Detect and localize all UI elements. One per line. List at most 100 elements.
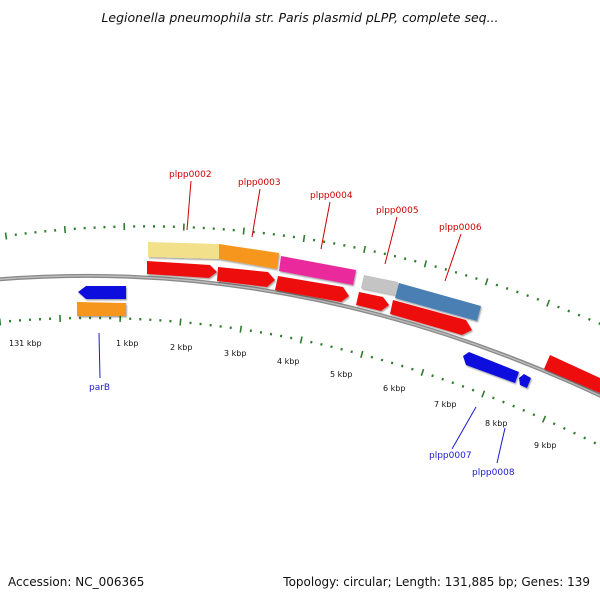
tick-label: 131 kbp (9, 339, 42, 348)
gene-callout-line (451, 406, 477, 450)
major-tick (541, 415, 547, 423)
cds-arrow-minus[interactable] (519, 374, 531, 388)
minor-tick (512, 404, 515, 408)
gene-label-plpp0002[interactable]: plpp0002 (169, 170, 212, 180)
tick-label: 9 kbp (534, 441, 556, 450)
major-tick (360, 350, 364, 358)
minor-tick (536, 297, 540, 301)
minor-tick (441, 377, 445, 381)
minor-tick (562, 426, 566, 430)
minor-tick (461, 384, 465, 388)
minor-tick (320, 343, 323, 346)
cds-arrow-minus[interactable] (78, 286, 126, 299)
minor-tick (577, 313, 581, 317)
gene-label-plpp0004[interactable]: plpp0004 (310, 191, 353, 201)
minor-tick (390, 361, 394, 365)
minor-tick (583, 436, 587, 440)
tick-label: 6 kbp (383, 384, 405, 393)
major-tick (299, 336, 303, 344)
major-tick (4, 232, 8, 240)
minor-tick (532, 413, 536, 417)
cog-feature[interactable] (395, 283, 481, 321)
minor-tick (403, 257, 407, 261)
minor-tick (567, 309, 571, 313)
gene-label-plpp0003[interactable]: plpp0003 (238, 178, 281, 188)
major-tick (481, 390, 486, 398)
tick-label: 2 kbp (170, 343, 192, 352)
minor-tick (411, 367, 414, 371)
cog-feature[interactable] (219, 244, 279, 269)
minor-tick (573, 431, 576, 435)
minor-tick (431, 374, 434, 378)
cds-arrow-plus[interactable] (147, 261, 217, 278)
major-tick (363, 245, 367, 254)
major-tick (302, 234, 306, 243)
minor-tick (310, 340, 313, 344)
cog-feature[interactable] (279, 256, 356, 285)
major-tick (420, 368, 425, 376)
minor-tick (526, 294, 529, 298)
cds-arrow-plus[interactable] (356, 292, 389, 311)
gene-callout-line (496, 427, 506, 464)
cds-arrow-plus[interactable] (390, 300, 472, 335)
major-tick (423, 260, 428, 268)
minor-tick (522, 408, 526, 412)
major-tick (239, 325, 243, 333)
accession-text: Accession: NC_006365 (8, 575, 145, 589)
minor-tick (393, 254, 397, 258)
minor-tick (593, 441, 597, 445)
gene-label-plpp0008[interactable]: plpp0008 (472, 468, 515, 478)
gene-label-plpp0005[interactable]: plpp0005 (376, 206, 419, 216)
outer-tick-ring (4, 223, 600, 326)
cog-feature[interactable] (77, 302, 126, 316)
minor-tick (471, 388, 475, 392)
cds-arrow-plus[interactable] (217, 267, 275, 287)
tick-label: 8 kbp (485, 419, 507, 428)
tick-label: 1 kbp (116, 339, 138, 348)
major-tick (242, 227, 245, 235)
minor-tick (444, 268, 448, 271)
major-tick (179, 318, 182, 326)
cog-feature[interactable] (148, 242, 219, 259)
minor-tick (454, 270, 458, 274)
minor-tick (380, 358, 384, 362)
gene-label-parB[interactable]: parB (89, 383, 110, 393)
minor-tick (414, 259, 417, 263)
major-tick (484, 278, 489, 286)
gene-label-plpp0007[interactable]: plpp0007 (429, 451, 472, 461)
tick-label: 4 kbp (277, 357, 299, 366)
gene-callout-line (186, 180, 192, 231)
cog-feature[interactable] (361, 275, 398, 295)
major-tick (63, 225, 67, 234)
minor-tick (502, 400, 505, 404)
gene-callout-line (384, 216, 398, 265)
cds-arrow-minus[interactable] (463, 352, 519, 383)
cds-arrow-plus[interactable] (544, 355, 600, 393)
minor-tick (495, 283, 499, 287)
major-tick (546, 299, 551, 307)
minor-tick (587, 317, 591, 321)
minor-tick (400, 364, 404, 368)
minor-tick (451, 381, 455, 385)
minor-tick (340, 347, 343, 351)
gene-callout-line (444, 233, 462, 282)
tick-label: 7 kbp (434, 400, 456, 409)
minor-tick (491, 396, 495, 400)
cds-arrow-plus[interactable] (275, 276, 349, 302)
minor-tick (557, 305, 560, 309)
minor-tick (475, 277, 478, 280)
minor-tick (350, 350, 353, 354)
inner-tick-ring (0, 314, 597, 445)
gene-callout-line (98, 332, 101, 379)
minor-tick (516, 290, 519, 294)
gene-label-plpp0006[interactable]: plpp0006 (439, 223, 482, 233)
topology-summary: Topology: circular; Length: 131,885 bp; … (283, 575, 590, 589)
minor-tick (464, 273, 468, 277)
minor-tick (330, 345, 333, 349)
minor-tick (370, 355, 374, 359)
minor-tick (552, 422, 556, 426)
gene-callout-line (251, 188, 261, 238)
gene-callout-line (320, 201, 331, 250)
minor-tick (373, 250, 376, 253)
